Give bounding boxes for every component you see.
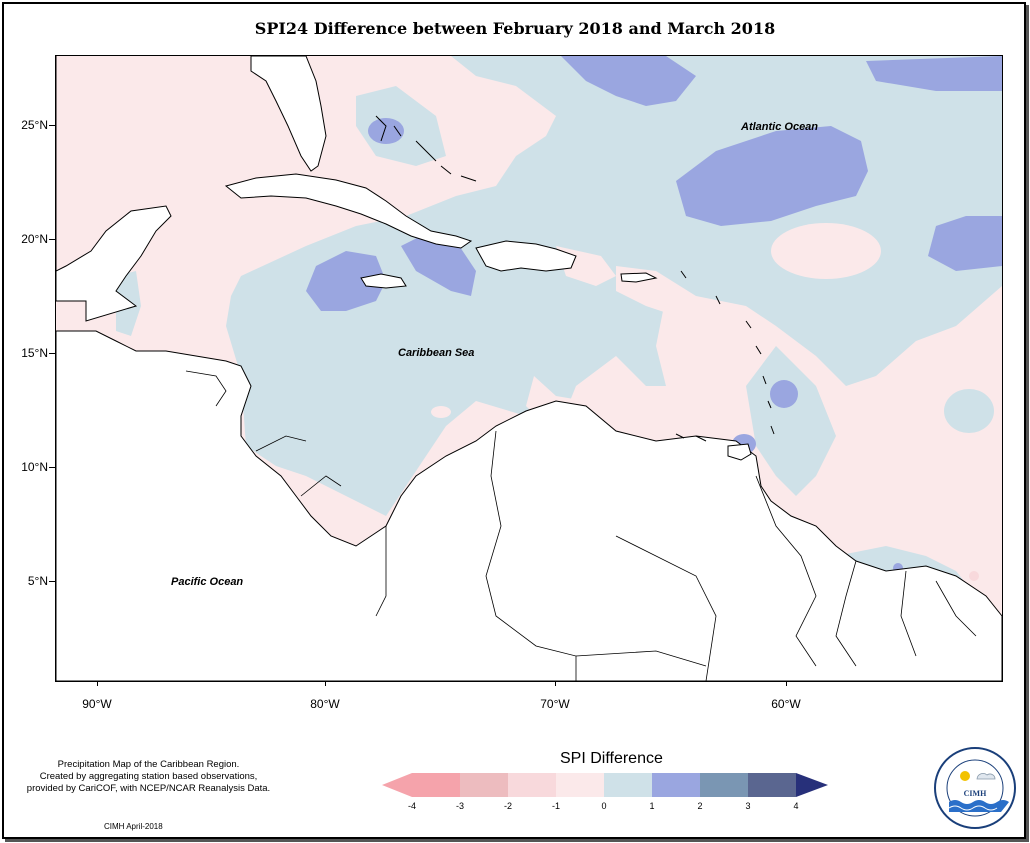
- land-mainland: [56, 56, 1002, 681]
- map-panel: Atlantic Ocean Caribbean Sea Pacific Oce…: [55, 55, 1003, 682]
- lat-tick-25n: [49, 125, 55, 126]
- label-pacific-ocean: Pacific Ocean: [171, 576, 244, 588]
- legend-swatch-three-four: [748, 773, 796, 797]
- lon-tick-90w: [97, 680, 98, 686]
- lon-label-90w: 90°W: [82, 697, 112, 711]
- spi-one-to-two-region: [306, 56, 1002, 573]
- small-islands: [375, 115, 775, 442]
- legend-tick-minus4: -4: [407, 801, 416, 811]
- land-jamaica: [360, 273, 407, 289]
- lat-label-20n: 20°N: [21, 232, 48, 246]
- legend-swatch-zero-one: [604, 773, 652, 797]
- label-caribbean-sea: Caribbean Sea: [398, 347, 475, 359]
- map-description: Precipitation Map of the Caribbean Regio…: [6, 759, 291, 795]
- cloud-icon: [976, 773, 996, 780]
- legend-tick-minus1: -1: [551, 801, 560, 811]
- map-description-line-1: Precipitation Map of the Caribbean Regio…: [57, 759, 240, 770]
- lat-label-25n: 25°N: [21, 118, 48, 132]
- waves-highlight: [948, 805, 998, 811]
- legend-tick-two: 2: [697, 801, 703, 811]
- lat-label-5n: 5°N: [27, 574, 48, 588]
- lat-label-15n: 15°N: [21, 346, 48, 360]
- map-description-line-3: provided by CariCOF, with NCEP/NCAR Rean…: [26, 783, 271, 794]
- legend-tick-three: 3: [745, 801, 751, 811]
- legend-tick-one: 1: [649, 801, 655, 811]
- land-hispaniola: [475, 240, 577, 272]
- legend-swatch-one-two: [652, 773, 700, 797]
- legend-arrow-low: [382, 773, 412, 797]
- legend-title: SPI Difference: [560, 750, 663, 767]
- land-florida: [250, 56, 327, 172]
- map-description-line-2: Created by aggregating station based obs…: [39, 771, 258, 782]
- lon-label-80w: 80°W: [310, 697, 340, 711]
- logo-label: CIMH: [964, 789, 987, 798]
- legend-swatch-minus1-zero: [556, 773, 604, 797]
- credit-footer: CIMH April-2018: [104, 822, 163, 831]
- legend-swatch-minus3-minus2: [460, 773, 508, 797]
- lon-tick-70w: [555, 680, 556, 686]
- lon-tick-80w: [325, 680, 326, 686]
- cimh-logo: CIMH: [934, 747, 1016, 829]
- legend-swatch-minus4-minus3: [412, 773, 460, 797]
- legend-tick-four: 4: [793, 801, 799, 811]
- lon-tick-60w: [786, 680, 787, 686]
- legend-colorbar: [382, 773, 828, 797]
- map-title: SPI24 Difference between February 2018 a…: [254, 19, 776, 38]
- lat-tick-5n: [49, 581, 55, 582]
- legend-tick-minus2: -2: [503, 801, 512, 811]
- land-puerto-rico: [620, 272, 658, 283]
- lat-label-10n: 10°N: [21, 460, 48, 474]
- legend-swatch-two-three: [700, 773, 748, 797]
- land-trinidad: [727, 443, 752, 461]
- land-masses: [56, 56, 1002, 681]
- lat-tick-15n: [49, 353, 55, 354]
- lat-tick-20n: [49, 239, 55, 240]
- label-atlantic-ocean: Atlantic Ocean: [741, 121, 819, 133]
- legend-tick-zero: 0: [601, 801, 607, 811]
- lat-tick-10n: [49, 467, 55, 468]
- legend-tick-minus3: -3: [455, 801, 464, 811]
- lon-label-60w: 60°W: [771, 697, 801, 711]
- sun-icon: [960, 771, 970, 781]
- lon-label-70w: 70°W: [540, 697, 570, 711]
- map-canvas: [56, 56, 1002, 681]
- legend-swatch-minus2-minus1: [508, 773, 556, 797]
- country-borders: [185, 370, 977, 681]
- land-cuba: [224, 173, 473, 249]
- spi-minus-two-spot: [969, 571, 979, 581]
- legend-arrow-high: [796, 773, 828, 797]
